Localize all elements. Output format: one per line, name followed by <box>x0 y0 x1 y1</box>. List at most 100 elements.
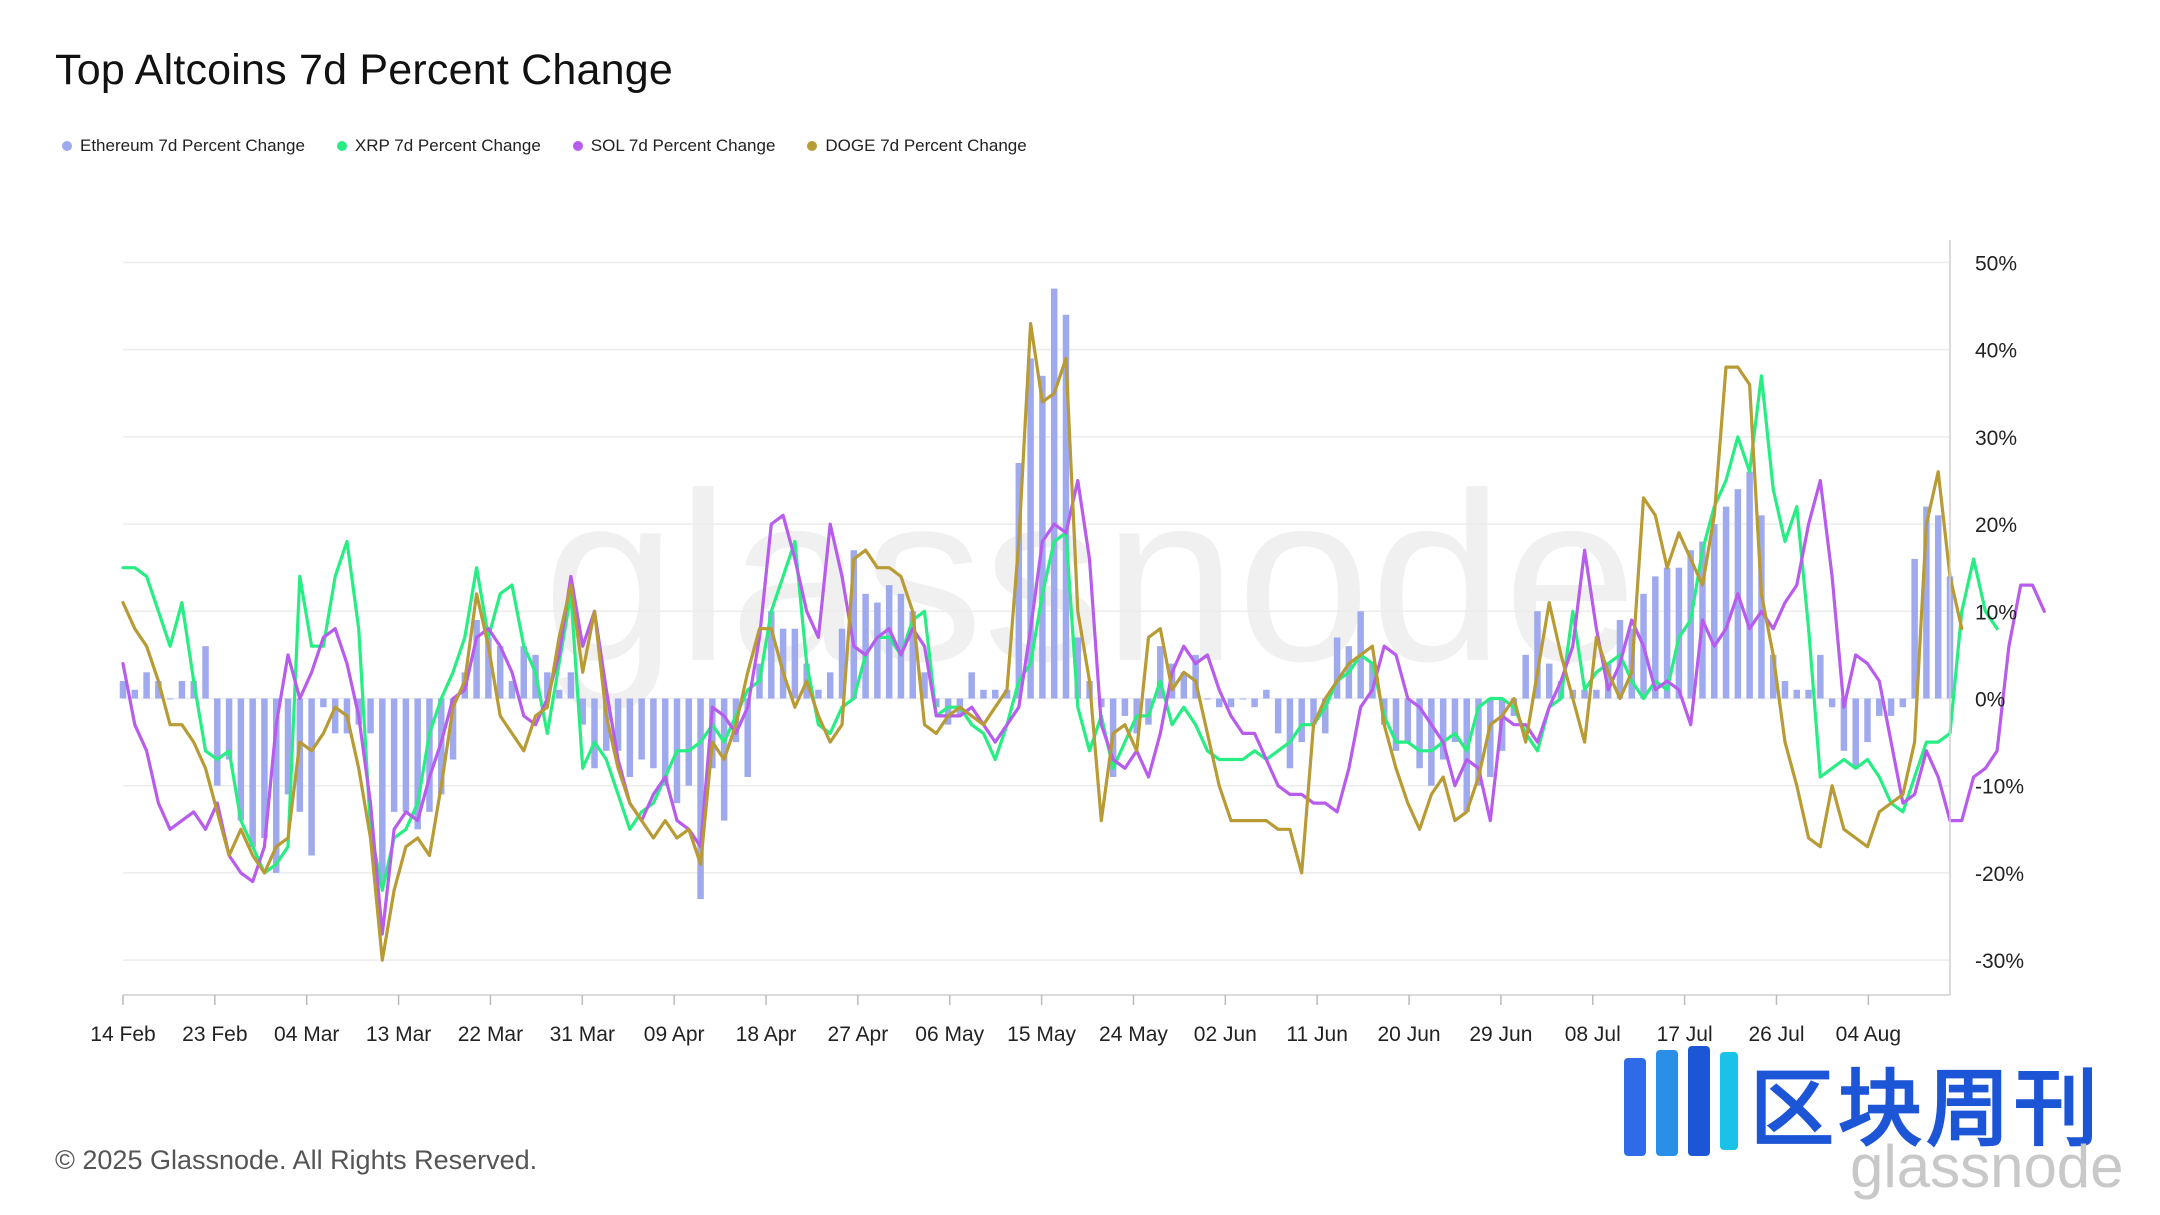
eth-bar <box>1192 654 1199 699</box>
eth-bar <box>1817 654 1824 699</box>
eth-bar <box>225 698 233 760</box>
eth-bar <box>1168 663 1176 699</box>
eth-bar <box>1828 698 1836 708</box>
eth-bar <box>992 689 999 699</box>
eth-bar <box>1593 689 1600 699</box>
legend-item-ethereum[interactable]: Ethereum 7d Percent Change <box>62 136 305 156</box>
eth-bar <box>508 681 516 699</box>
brand-cn-text: 区块周刊 <box>1750 1060 2103 1158</box>
series-line-sol <box>121 478 2046 936</box>
eth-bar <box>155 681 162 699</box>
eth-bar <box>544 672 551 699</box>
eth-bar <box>1534 611 1541 699</box>
x-tick-label: 23 Feb <box>182 1023 247 1046</box>
eth-bar <box>520 646 528 699</box>
eth-bar <box>178 681 186 699</box>
legend-item-xrp[interactable]: XRP 7d Percent Change <box>336 136 541 156</box>
x-tick-label: 31 Mar <box>550 1023 615 1046</box>
series-lines <box>121 321 2046 962</box>
eth-bar <box>1404 698 1412 743</box>
x-tick-label: 29 Jun <box>1469 1023 1532 1046</box>
eth-bar <box>591 698 598 769</box>
eth-bar <box>166 698 174 700</box>
chart-title: Top Altcoins 7d Percent Change <box>55 46 673 94</box>
x-tick-label: 18 Apr <box>736 1023 797 1046</box>
copyright-footer: © 2025 Glassnode. All Rights Reserved. <box>55 1145 538 1175</box>
y-tick-label: -20% <box>1975 863 2024 886</box>
eth-bar <box>308 698 315 856</box>
eth-bar <box>1428 698 1435 786</box>
x-tick-label: 27 Apr <box>828 1023 889 1046</box>
eth-bar <box>579 698 586 725</box>
x-tick-label: 09 Apr <box>644 1023 705 1046</box>
eth-bar <box>1934 515 1942 699</box>
eth-bar <box>744 698 751 777</box>
x-tick-label: 15 May <box>1007 1023 1076 1046</box>
eth-bar <box>1545 663 1553 699</box>
eth-bar <box>1039 375 1046 699</box>
x-tick-label: 02 Jun <box>1194 1023 1257 1046</box>
eth-bar <box>214 698 221 786</box>
eth-bar <box>862 593 869 699</box>
x-tick-label: 04 Mar <box>274 1023 339 1046</box>
eth-bar <box>496 646 504 699</box>
x-tick-label: 17 Jul <box>1657 1023 1713 1046</box>
eth-bar <box>1675 567 1683 699</box>
eth-bar <box>331 698 339 734</box>
eth-bar <box>779 628 787 699</box>
legend-dot-doge <box>807 141 818 151</box>
eth-bar <box>237 698 245 821</box>
eth-bar <box>1322 698 1329 734</box>
eth-bar <box>850 550 858 699</box>
eth-bar <box>1769 654 1777 699</box>
eth-bar <box>1003 689 1011 699</box>
eth-bar <box>709 698 716 769</box>
eth-bar <box>1487 698 1494 777</box>
eth-bar <box>1251 698 1258 708</box>
eth-bar <box>390 698 398 812</box>
eth-bar <box>885 585 893 699</box>
eth-bar <box>367 698 374 734</box>
eth-bar <box>1416 698 1423 769</box>
eth-bar <box>626 698 634 777</box>
eth-bar <box>1274 698 1282 734</box>
y-tick-label: 50% <box>1975 252 2017 275</box>
eth-bar <box>1711 524 1718 699</box>
eth-bar <box>284 698 292 795</box>
eth-bar <box>1286 698 1294 769</box>
y-tick-label: -30% <box>1975 950 2024 973</box>
eth-bar <box>1157 646 1164 699</box>
eth-bar <box>555 689 563 699</box>
eth-bar <box>1864 698 1871 743</box>
legend-item-sol[interactable]: SOL 7d Percent Change <box>572 136 775 156</box>
eth-bar <box>1746 471 1753 699</box>
x-tick-label: 13 Mar <box>366 1023 431 1046</box>
eth-bar <box>131 689 139 699</box>
eth-bar <box>1227 698 1235 708</box>
eth-bar <box>1180 672 1188 699</box>
eth-bar <box>379 698 386 882</box>
eth-bar <box>661 698 669 786</box>
eth-bar <box>1015 463 1023 699</box>
eth-bar <box>921 672 928 699</box>
eth-bar <box>1298 698 1305 743</box>
eth-bar <box>815 689 822 699</box>
eth-bar <box>1027 358 1034 699</box>
eth-bar <box>1204 698 1211 700</box>
series-line-doge <box>121 321 1964 962</box>
x-tick-label: 26 Jul <box>1748 1023 1804 1046</box>
eth-bar <box>1333 637 1341 699</box>
x-tick-label: 14 Feb <box>90 1023 155 1046</box>
eth-bar <box>897 593 905 699</box>
series-line-xrp <box>121 374 1999 892</box>
legend-item-doge[interactable]: DOGE 7d Percent Change <box>807 136 1027 156</box>
eth-bar <box>944 698 952 725</box>
eth-bar <box>1439 698 1447 760</box>
eth-bar <box>414 698 421 830</box>
eth-bar <box>980 689 987 699</box>
eth-bar <box>650 698 657 769</box>
y-tick-label: -10% <box>1975 776 2024 799</box>
y-tick-label: 40% <box>1975 340 2017 363</box>
x-tick-label: 22 Mar <box>458 1023 523 1046</box>
